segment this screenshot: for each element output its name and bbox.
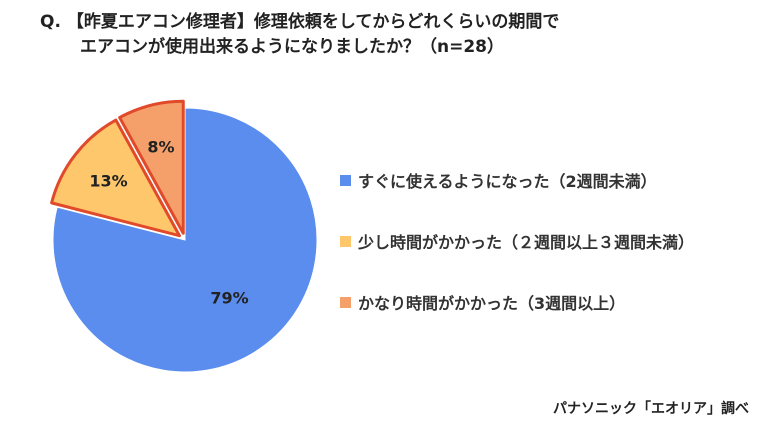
question-text-1: 【昨夏エアコン修理者】修理依頼をしてからどれくらいの期間で <box>66 12 560 32</box>
chart-legend: すぐに使えるようになった（2週間未満） 少し時間がかかった（２週間以上３週間未満… <box>340 168 770 351</box>
legend-item-short: すぐに使えるようになった（2週間未満） <box>340 168 770 192</box>
question-title: Q. 【昨夏エアコン修理者】修理依頼をしてからどれくらいの期間で エアコンが使用出… <box>40 10 760 60</box>
legend-swatch-short <box>340 174 351 186</box>
legend-swatch-long <box>340 296 351 308</box>
question-text-2: エアコンが使用出来るようになりましたか？（n=28） <box>80 37 505 57</box>
legend-swatch-medium <box>340 235 351 247</box>
pie-label-2: 13% <box>89 172 127 191</box>
pie-slices <box>50 99 318 373</box>
legend-item-long: かなり時間がかかった（3週間以上） <box>340 290 770 314</box>
source-credit: パナソニック「エオリア」調べ <box>553 401 749 417</box>
pie-label-1: 79% <box>210 288 248 307</box>
pie-slice-2 <box>50 118 181 238</box>
legend-label-long: かなり時間がかかった（3週間以上） <box>358 294 626 313</box>
legend-label-medium: 少し時間がかかった（２週間以上３週間未満） <box>358 233 695 252</box>
legend-label-short: すぐに使えるようになった（2週間未満） <box>358 172 657 191</box>
question-prefix: Q. <box>40 12 61 32</box>
pie-label-3: 8% <box>147 137 174 156</box>
legend-item-medium: 少し時間がかかった（２週間以上３週間未満） <box>340 229 770 253</box>
question-line-1: Q. 【昨夏エアコン修理者】修理依頼をしてからどれくらいの期間で <box>40 10 760 35</box>
pie-slice-1 <box>52 107 318 373</box>
pie-data-labels: 79% 13% 8% <box>89 137 248 307</box>
pie-slice-3 <box>118 99 185 235</box>
